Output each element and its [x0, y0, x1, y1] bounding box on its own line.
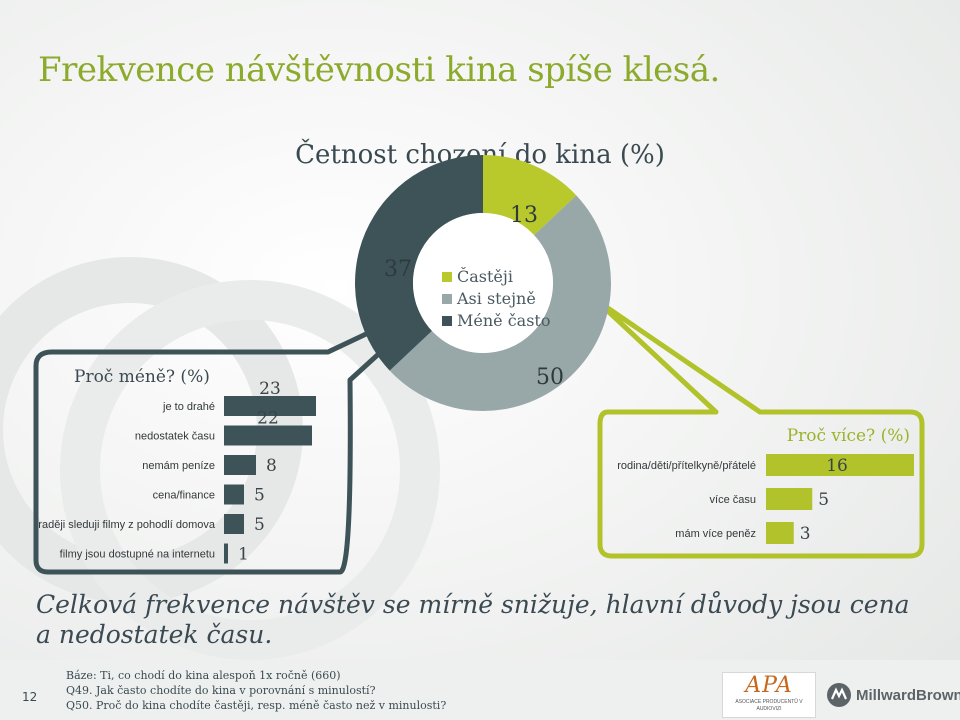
why-less-label-cena-finance: cena/finance	[153, 490, 215, 502]
millwardbrown-logo: MillwardBrown	[826, 682, 960, 710]
why-more-value-rodina-deti-pritelkyne-pratele: 16	[826, 456, 848, 476]
donut-value-mene-casto: 37	[384, 257, 412, 282]
donut-slice-casteji	[483, 155, 577, 236]
why-less-bar-filmy-jsou-dostupne-na-internetu	[224, 543, 228, 564]
conclusion-text: Celková frekvence návštěv se mírně snižu…	[36, 590, 910, 649]
page-title: Frekvence návštěvnosti kina spíše klesá.	[38, 50, 720, 90]
apa-logo: APA ASOCIACE PRODUCENTŮ V AUDIOVIZI	[722, 672, 816, 718]
why-more-bar-chart: rodina/děti/přítelkyně/přátelé 16 více čas…	[617, 454, 914, 544]
why-less-bar-cena-finance	[224, 484, 244, 505]
legend-swatch-casteji	[442, 272, 452, 282]
why-less-bar-nedostatek-casu	[224, 425, 312, 446]
why-more-bar-mam-vice-penez	[766, 522, 794, 544]
apa-logo-subtitle: ASOCIACE PRODUCENTŮ V AUDIOVIZI	[735, 699, 803, 712]
why-less-value-radeji-sleduji-filmy-z-pohodli-domova: 5	[254, 515, 265, 535]
why-less-value-nemam-penize: 8	[266, 456, 277, 476]
why-less-label-filmy-jsou-dostupne-na-internetu: filmy jsou dostupné na internetu	[60, 549, 215, 561]
why-less-bar-nemam-penize	[224, 455, 256, 475]
why-more-bar-rodina-deti-pritelkyne-pratele	[766, 454, 914, 476]
left-panel-frame	[33, 297, 441, 575]
donut-slice-asi-stejne	[389, 195, 611, 411]
why-more-value-mam-vice-penez: 3	[800, 524, 811, 544]
donut-value-asi-stejne: 50	[536, 365, 564, 390]
footnotes: Báze: Ti, co chodí do kina alespoň 1x ro…	[66, 668, 446, 713]
legend-label-casteji: Častěji	[457, 266, 513, 286]
why-less-bar-je-to-drahe	[224, 396, 316, 416]
donut-legend: Častěji Asi stejně Méně často	[442, 266, 550, 330]
why-less-value-cena-finance: 5	[254, 486, 265, 506]
legend-swatch-asi-stejne	[442, 294, 452, 304]
why-less-label-radeji-sleduji-filmy-z-pohodli-domova: raději sleduji filmy z pohodlí domova	[38, 519, 216, 531]
why-more-label-vice-casu: více času	[710, 494, 756, 506]
why-less-value-filmy-jsou-dostupne-na-internetu: 1	[238, 545, 249, 565]
legend-label-asi-stejne: Asi stejně	[456, 289, 536, 308]
millwardbrown-icon	[827, 683, 851, 707]
why-less-label-nedostatek-casu: nedostatek času	[135, 431, 215, 443]
why-less-value-nedostatek-casu: 22	[257, 409, 279, 429]
why-more-label-mam-vice-penez: mám více peněz	[675, 528, 756, 540]
legend-label-mene-casto: Méně často	[457, 311, 550, 330]
why-less-bar-chart: je to drahé 23 nedostatek času 22 nemám pení…	[38, 379, 316, 565]
why-less-bar-radeji-sleduji-filmy-z-pohodli-domova	[224, 514, 244, 534]
why-less-label-je-to-drahe: je to drahé	[162, 401, 215, 413]
millwardbrown-wordmark: MillwardBrown	[856, 687, 960, 704]
why-less-label-nemam-penize: nemám peníze	[142, 460, 215, 472]
footnote-base: Báze: Ti, co chodí do kina alespoň 1x ro…	[66, 669, 341, 682]
right-panel-frame	[593, 297, 925, 559]
footnote-q50: Q50. Proč do kina chodíte častěji, resp.…	[66, 699, 447, 712]
apa-logo-mark: APA	[745, 673, 793, 698]
why-more-bar-vice-casu	[766, 488, 813, 510]
donut-chart: 13 50 37	[355, 155, 611, 411]
donut-value-casteji: 13	[510, 203, 538, 228]
page-number: 12	[22, 690, 38, 704]
why-more-title: Proč více? (%)	[787, 426, 910, 446]
why-more-label-rodina-deti-pritelkyne-pratele: rodina/děti/přítelkyně/přátelé	[617, 460, 756, 472]
donut-slice-mene-casto	[355, 155, 483, 371]
why-less-title: Proč méně? (%)	[74, 367, 210, 387]
legend-swatch-mene-casto	[442, 316, 452, 326]
footnote-q49: Q49. Jak často chodíte do kina v porovná…	[66, 684, 376, 697]
why-less-value-je-to-drahe: 23	[259, 379, 281, 399]
why-more-value-vice-casu: 5	[818, 490, 829, 510]
